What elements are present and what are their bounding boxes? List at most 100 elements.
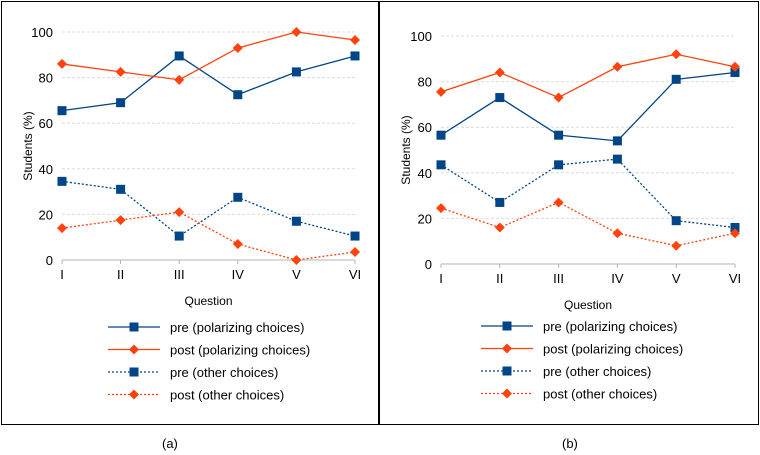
series-2 bbox=[436, 154, 740, 233]
data-point bbox=[671, 49, 682, 60]
x-tick-label: I bbox=[439, 271, 443, 286]
legend-entry: post (other choices) bbox=[108, 388, 284, 403]
series-line bbox=[61, 55, 356, 112]
x-tick-label: VI bbox=[349, 267, 361, 282]
data-point bbox=[115, 66, 126, 77]
x-tick-label: III bbox=[174, 267, 185, 282]
data-point bbox=[612, 136, 622, 146]
legend-marker bbox=[502, 388, 512, 399]
panel-b-caption: (b) bbox=[562, 436, 578, 451]
x-tick-label: IV bbox=[232, 267, 245, 282]
y-tick-label: 40 bbox=[418, 166, 432, 181]
data-point bbox=[291, 27, 302, 37]
series-3 bbox=[57, 207, 360, 265]
data-point bbox=[57, 58, 67, 69]
y-tick-label: 20 bbox=[39, 207, 53, 222]
data-point bbox=[174, 51, 184, 61]
series-1 bbox=[57, 27, 360, 85]
legend-label: post (polarizing choices) bbox=[543, 342, 683, 357]
series-line bbox=[61, 180, 356, 237]
x-axis-title: Question bbox=[184, 294, 232, 308]
data-point bbox=[730, 61, 740, 72]
y-tick-label: 20 bbox=[418, 211, 432, 226]
legend-label: pre (polarizing choices) bbox=[170, 320, 304, 335]
legend-label: pre (other choices) bbox=[170, 365, 278, 380]
panel-b-frame bbox=[379, 1, 759, 425]
series-2 bbox=[57, 176, 360, 241]
data-point bbox=[671, 74, 681, 84]
y-tick-label: 60 bbox=[418, 120, 432, 135]
x-axis-title: Question bbox=[564, 298, 612, 312]
data-point bbox=[233, 90, 243, 100]
data-point bbox=[350, 247, 360, 258]
x-tick-label: III bbox=[553, 271, 564, 286]
data-point bbox=[116, 184, 126, 194]
legend-marker bbox=[129, 322, 139, 332]
data-point bbox=[57, 106, 67, 116]
legend-entry: post (other choices) bbox=[481, 387, 657, 402]
data-point bbox=[612, 154, 622, 164]
data-point bbox=[495, 93, 505, 103]
series-line bbox=[61, 211, 356, 261]
legend-label: post (polarizing choices) bbox=[170, 343, 310, 358]
data-point bbox=[291, 67, 301, 77]
data-point bbox=[730, 67, 740, 77]
legend-label: post (other choices) bbox=[543, 387, 657, 402]
y-tick-label: 100 bbox=[410, 29, 432, 44]
legend-label: post (other choices) bbox=[170, 388, 284, 403]
x-tick-label: II bbox=[117, 267, 124, 282]
series-line bbox=[61, 31, 356, 81]
data-point bbox=[174, 231, 184, 241]
legend-entry: pre (other choices) bbox=[108, 365, 278, 380]
legend-marker bbox=[129, 344, 139, 355]
series-0 bbox=[57, 51, 360, 116]
series-line bbox=[440, 71, 736, 142]
legend-label: pre (polarizing choices) bbox=[543, 319, 677, 334]
data-point bbox=[612, 61, 623, 72]
data-point bbox=[174, 74, 185, 85]
y-axis-title: Students (%) bbox=[21, 111, 35, 180]
x-tick-label: I bbox=[60, 267, 64, 282]
legend-entry: pre (other choices) bbox=[481, 364, 651, 379]
legend-marker bbox=[502, 343, 512, 354]
data-point bbox=[116, 98, 126, 108]
legend-entry: post (polarizing choices) bbox=[481, 342, 683, 357]
legend-entry: post (polarizing choices) bbox=[108, 343, 310, 358]
data-point bbox=[350, 34, 360, 45]
data-point bbox=[57, 223, 67, 234]
y-axis-title: Students (%) bbox=[399, 115, 413, 184]
y-tick-label: 80 bbox=[418, 75, 432, 90]
data-point bbox=[57, 176, 67, 186]
x-tick-label: V bbox=[292, 267, 301, 282]
legend-marker bbox=[502, 366, 512, 376]
series-line bbox=[440, 53, 736, 99]
legend-label: pre (other choices) bbox=[543, 364, 651, 379]
data-point bbox=[495, 197, 505, 207]
legend-marker bbox=[129, 367, 139, 377]
legend-entry: pre (polarizing choices) bbox=[481, 319, 677, 334]
data-point bbox=[671, 240, 682, 251]
data-point bbox=[730, 228, 740, 239]
x-tick-label: II bbox=[496, 271, 503, 286]
series-1 bbox=[436, 49, 740, 103]
data-point bbox=[554, 160, 564, 170]
y-tick-label: 80 bbox=[39, 71, 53, 86]
data-point bbox=[291, 216, 301, 226]
data-point bbox=[232, 239, 243, 250]
y-tick-label: 100 bbox=[31, 25, 53, 40]
data-point bbox=[233, 192, 243, 202]
y-tick-label: 40 bbox=[39, 162, 53, 177]
data-point bbox=[350, 51, 360, 61]
legend-marker bbox=[502, 321, 512, 331]
data-point bbox=[436, 130, 446, 140]
data-point bbox=[291, 255, 302, 265]
data-point bbox=[436, 160, 446, 170]
data-point bbox=[115, 215, 126, 226]
data-point bbox=[436, 203, 446, 214]
panel-a-caption: (a) bbox=[162, 436, 178, 451]
data-point bbox=[350, 231, 360, 241]
series-3 bbox=[436, 197, 740, 251]
